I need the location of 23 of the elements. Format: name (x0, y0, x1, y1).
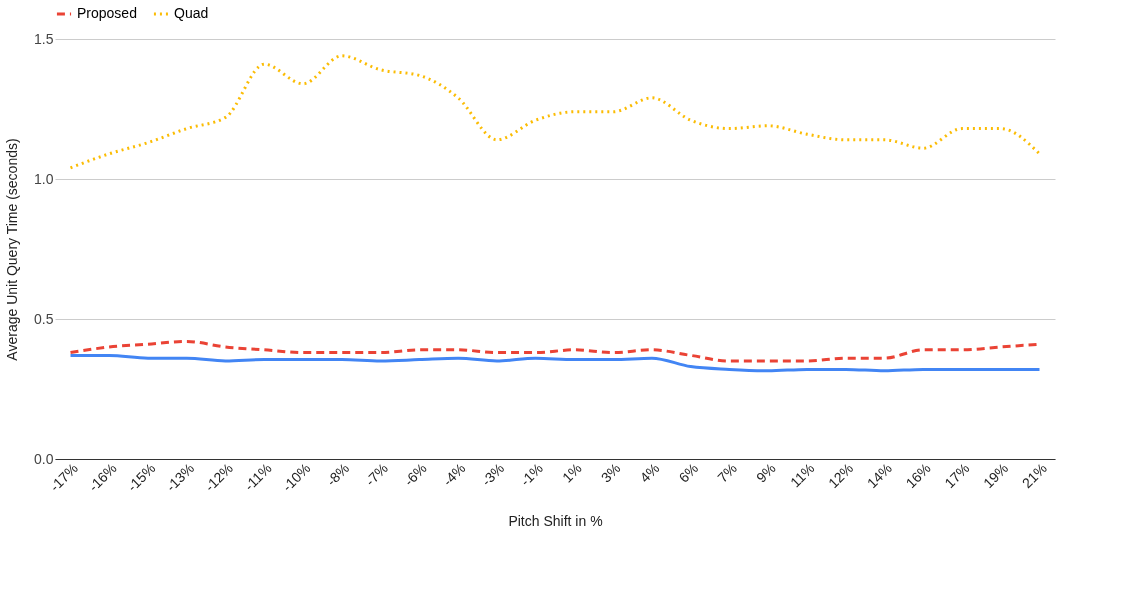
y-tick-label: 0.0 (34, 450, 54, 467)
y-tick-label: 1.0 (34, 170, 54, 187)
x-tick-label: 6% (675, 460, 702, 486)
legend-label: Quad (174, 5, 209, 21)
x-tick-label: 9% (752, 460, 779, 486)
x-tick-label: 11% (786, 460, 818, 491)
y-tick-label: 0.5 (34, 310, 54, 327)
x-tick-label: -3% (478, 460, 508, 490)
y-tick-label: 1.5 (34, 30, 54, 47)
line-series (69, 54, 1041, 170)
x-tick-label: 4% (636, 460, 663, 486)
x-tick-label: -4% (439, 460, 469, 490)
x-tick-label: 7% (714, 460, 740, 486)
legend-label: Proposed (77, 5, 137, 21)
x-tick-label: -7% (362, 460, 391, 490)
x-tick-label: -8% (323, 460, 353, 490)
x-tick-label: 3% (597, 460, 624, 486)
y-axis-title: Average Unit Query Time (seconds) (4, 138, 21, 361)
x-tick-label: -1% (517, 460, 547, 490)
x-tick-label: -6% (400, 460, 430, 490)
x-tick-label: 1% (559, 460, 585, 486)
x-axis-title: Pitch Shift in % (508, 512, 603, 529)
line-series (69, 353, 1041, 373)
